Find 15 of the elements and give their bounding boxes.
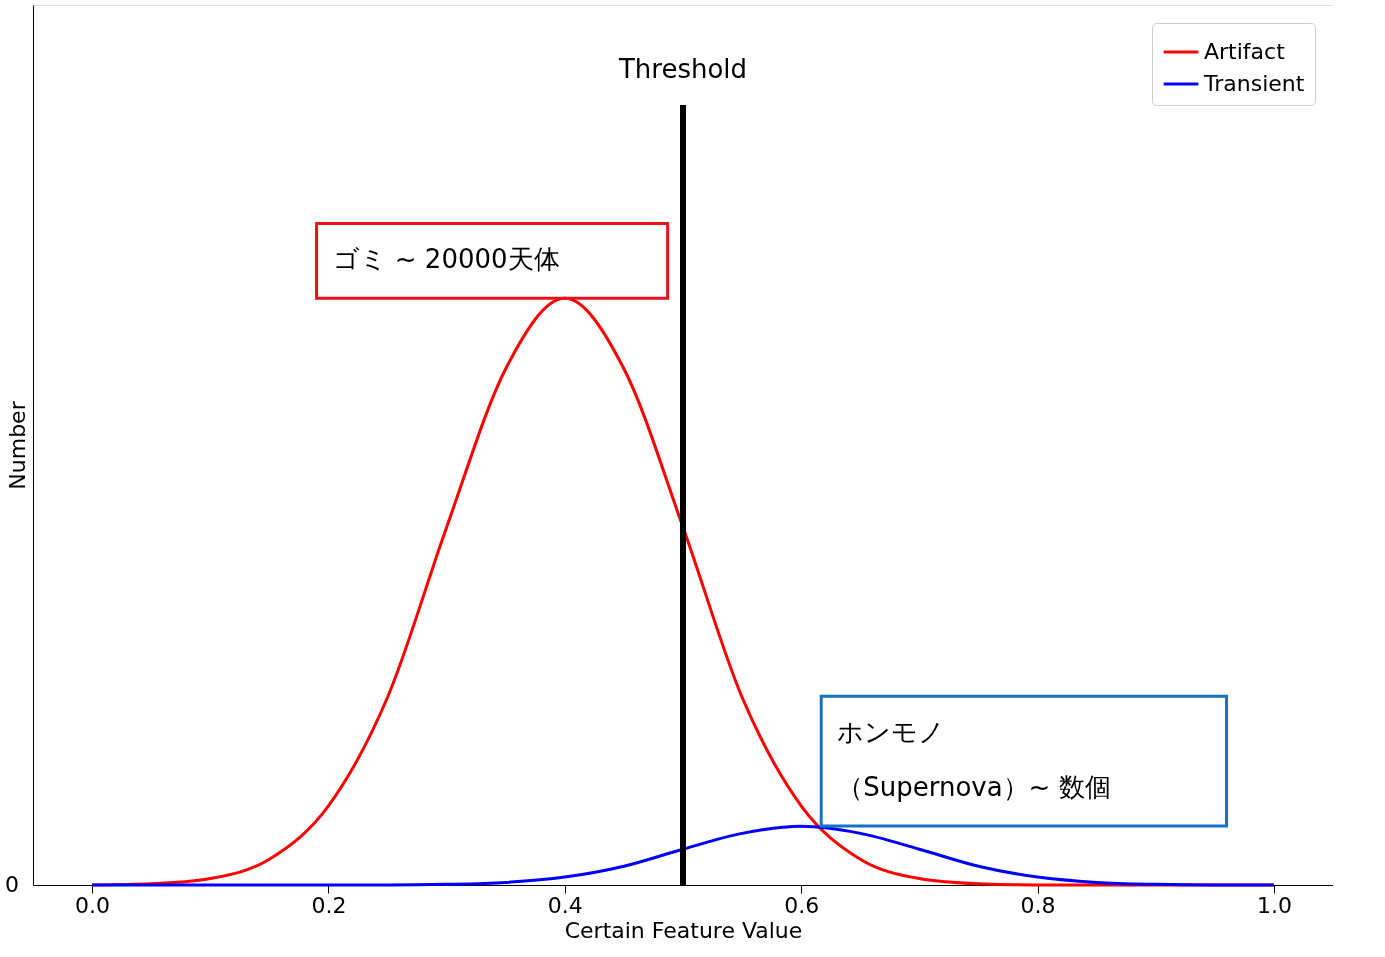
ref-line-label: Threshold xyxy=(617,54,748,84)
annotation: ホンモノ xyxy=(837,717,946,748)
x-tick-label: 0.4 xyxy=(547,892,583,918)
x-tick-label: 0.2 xyxy=(311,892,347,918)
y-axis-title: Number xyxy=(4,400,30,490)
x-tick-label: 0.6 xyxy=(784,892,820,918)
text: 0 xyxy=(5,872,19,897)
x-axis-title: Certain Feature Value xyxy=(564,917,803,943)
legend-label: Transient xyxy=(1203,71,1305,96)
x-tick-label: 0.0 xyxy=(75,892,111,918)
legend-label: Artifact xyxy=(1204,39,1286,64)
x-tick-label: 1.0 xyxy=(1256,892,1292,918)
text: ゴミ ~ 20000天体 xyxy=(332,244,560,275)
x-tick-label: 0.8 xyxy=(1020,892,1056,918)
annotation: （Supernova）~ 数個 xyxy=(837,771,1111,802)
